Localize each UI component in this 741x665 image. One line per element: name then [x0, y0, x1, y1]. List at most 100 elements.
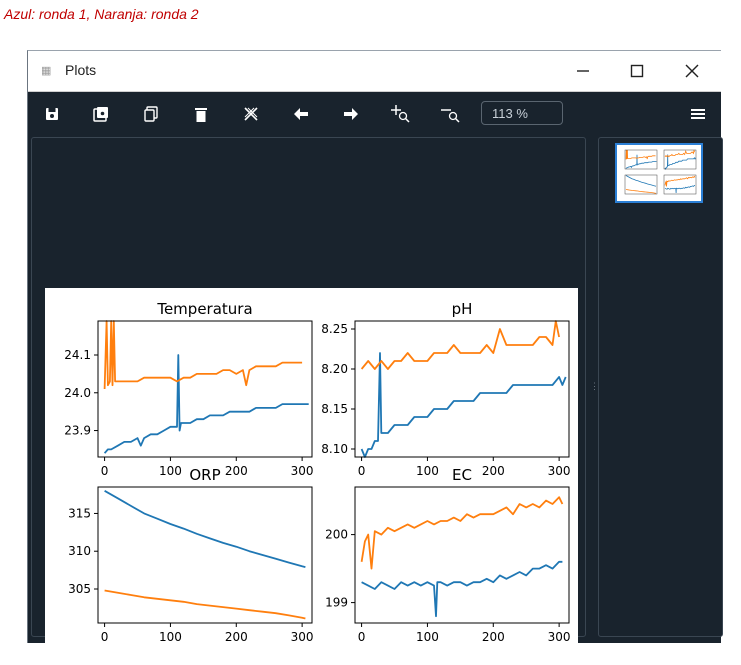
- x-tick-label: 300: [548, 630, 571, 644]
- series-line-1: [103, 354, 309, 454]
- series-line-2: [103, 320, 303, 390]
- series-line-1: [104, 490, 306, 568]
- subplot-title: pH: [452, 300, 473, 318]
- x-tick-label: 200: [225, 630, 248, 644]
- series-line-1: [361, 560, 563, 618]
- thumbnails-pane: [598, 137, 723, 637]
- thumb-subplot-3: [624, 174, 658, 195]
- x-tick-label: 0: [101, 464, 109, 478]
- subplot-title: EC: [452, 466, 472, 484]
- arrow-right-icon: [344, 108, 358, 120]
- subplot-1: Temperatura 0 100 200 300 23.9 24.0 24.1: [64, 300, 313, 478]
- delete-all-icon: [244, 107, 258, 121]
- y-tick-label: 8.20: [321, 362, 348, 376]
- thumb-axes-frame: [663, 174, 697, 195]
- x-tick-label: 100: [159, 630, 182, 644]
- thumb-series-line: [625, 154, 657, 169]
- y-tick-label: 24.1: [64, 348, 91, 362]
- figure-svg: Temperatura 0 100 200 300 23.9 24.0 24.1 pH 0 100 2…: [64, 300, 571, 644]
- x-tick-label: 0: [101, 630, 109, 644]
- plots-toolbar: 113 %: [28, 92, 721, 136]
- thumbnail-svg: [624, 149, 697, 195]
- zoom-in-button[interactable]: [385, 100, 417, 128]
- copy-icon: [144, 106, 158, 122]
- minimize-button[interactable]: [560, 51, 606, 91]
- x-tick-label: 300: [548, 464, 571, 478]
- options-menu-button[interactable]: [682, 100, 714, 128]
- zoom-out-button[interactable]: [435, 100, 467, 128]
- thumb-subplot-4: [663, 174, 697, 195]
- next-plot-button[interactable]: [335, 100, 367, 128]
- maximize-icon: [630, 64, 644, 78]
- delete-button[interactable]: [185, 100, 217, 128]
- title-bar: ▦ Plots: [28, 51, 721, 92]
- thumb-series-line: [625, 149, 656, 160]
- caption-text: Azul: ronda 1, Naranja: ronda 2: [4, 6, 199, 22]
- x-tick-label: 100: [416, 464, 439, 478]
- thumb-axes-frame: [663, 149, 697, 170]
- series-line-1: [360, 352, 567, 458]
- axes-frame: [97, 486, 313, 624]
- thumb-series-line: [664, 154, 696, 170]
- save-all-icon: [93, 107, 108, 122]
- x-tick-label: 200: [225, 464, 248, 478]
- splitter-handle[interactable]: ⋮: [590, 381, 599, 391]
- app-icon: ▦: [41, 65, 52, 77]
- plot-canvas-pane: Temperatura 0 100 200 300 23.9 24.0 24.1 pH 0 100 2…: [31, 137, 586, 660]
- thumb-series-line: [664, 185, 695, 194]
- x-tick-label: 100: [159, 464, 182, 478]
- y-tick-label: 8.15: [321, 402, 348, 416]
- thumb-series-line: [664, 149, 695, 158]
- thumb-subplot-1: [624, 149, 658, 170]
- thumb-series-line: [625, 189, 657, 194]
- figure: Temperatura 0 100 200 300 23.9 24.0 24.1 pH 0 100 2…: [45, 288, 578, 660]
- x-tick-label: 300: [291, 630, 314, 644]
- series-line-2: [104, 589, 306, 620]
- x-tick-label: 0: [358, 464, 366, 478]
- zoom-out-icon: [441, 109, 460, 123]
- x-tick-label: 100: [416, 630, 439, 644]
- y-tick-label: 310: [68, 544, 91, 558]
- copy-button[interactable]: [135, 100, 167, 128]
- save-all-button[interactable]: [85, 100, 117, 128]
- y-tick-label: 23.9: [64, 424, 91, 438]
- close-button[interactable]: [669, 51, 715, 91]
- thumb-axes-frame: [624, 174, 658, 195]
- thumb-series-line: [664, 175, 696, 187]
- plots-window: ▦ Plots: [27, 50, 723, 660]
- subplot-title: Temperatura: [156, 300, 252, 318]
- hamburger-menu-icon: [691, 109, 705, 119]
- y-tick-label: 199: [325, 596, 348, 610]
- subplot-title: ORP: [189, 466, 220, 484]
- thumb-subplot-2: [663, 149, 697, 170]
- maximize-button[interactable]: [614, 51, 660, 91]
- y-tick-label: 315: [68, 506, 91, 520]
- window-title: Plots: [65, 62, 97, 78]
- axes-frame: [97, 320, 313, 458]
- x-tick-label: 200: [482, 630, 505, 644]
- y-tick-label: 8.10: [321, 442, 348, 456]
- arrow-left-icon: [294, 108, 308, 120]
- zoom-level-field[interactable]: 113 %: [481, 101, 563, 125]
- x-tick-label: 0: [358, 630, 366, 644]
- y-tick-label: 305: [68, 582, 91, 596]
- minimize-icon: [577, 70, 589, 72]
- close-icon: [685, 64, 699, 78]
- save-button[interactable]: [36, 100, 68, 128]
- plot-thumbnail[interactable]: [615, 143, 703, 203]
- axes-frame: [354, 320, 570, 458]
- y-tick-label: 200: [325, 528, 348, 542]
- thumb-axes-frame: [624, 149, 658, 170]
- subplot-4: EC 0 100 200 300 199 200: [325, 466, 570, 644]
- series-line-2: [360, 320, 560, 370]
- save-icon: [46, 108, 58, 120]
- x-tick-label: 200: [482, 464, 505, 478]
- previous-plot-button[interactable]: [285, 100, 317, 128]
- subplot-3: ORP 0 100 200 300 305 310 315: [68, 466, 313, 644]
- y-tick-label: 8.25: [321, 322, 348, 336]
- y-tick-label: 24.0: [64, 386, 91, 400]
- x-tick-label: 300: [291, 464, 314, 478]
- delete-all-button[interactable]: [235, 100, 267, 128]
- series-line-2: [360, 496, 564, 570]
- delete-icon: [195, 107, 207, 122]
